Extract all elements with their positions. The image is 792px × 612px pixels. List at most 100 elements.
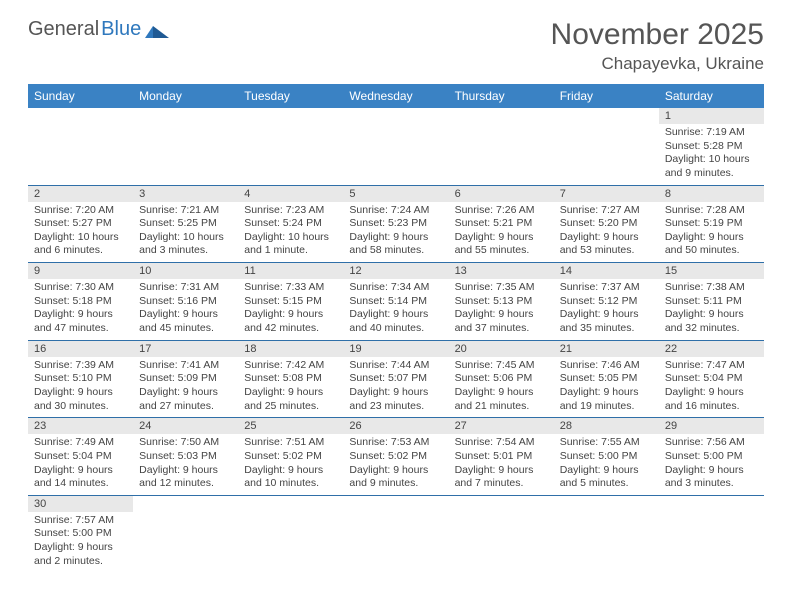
calendar-cell: 27Sunrise: 7:54 AMSunset: 5:01 PMDayligh… — [449, 418, 554, 496]
day-details: Sunrise: 7:50 AMSunset: 5:03 PMDaylight:… — [133, 434, 238, 495]
weekday-header: Tuesday — [238, 84, 343, 108]
calendar-cell: 16Sunrise: 7:39 AMSunset: 5:10 PMDayligh… — [28, 340, 133, 418]
calendar-cell — [238, 108, 343, 185]
calendar-cell: 15Sunrise: 7:38 AMSunset: 5:11 PMDayligh… — [659, 263, 764, 341]
calendar-cell — [343, 108, 448, 185]
weekday-header: Monday — [133, 84, 238, 108]
day-details: Sunrise: 7:33 AMSunset: 5:15 PMDaylight:… — [238, 279, 343, 340]
calendar-cell: 9Sunrise: 7:30 AMSunset: 5:18 PMDaylight… — [28, 263, 133, 341]
day-number: 23 — [28, 418, 133, 434]
day-number: 30 — [28, 496, 133, 512]
calendar-cell: 13Sunrise: 7:35 AMSunset: 5:13 PMDayligh… — [449, 263, 554, 341]
day-number: 24 — [133, 418, 238, 434]
day-number: 1 — [659, 108, 764, 124]
calendar-cell: 28Sunrise: 7:55 AMSunset: 5:00 PMDayligh… — [554, 418, 659, 496]
day-number: 15 — [659, 263, 764, 279]
weekday-header: Friday — [554, 84, 659, 108]
calendar: SundayMondayTuesdayWednesdayThursdayFrid… — [28, 84, 764, 572]
weekday-header: Thursday — [449, 84, 554, 108]
day-details: Sunrise: 7:30 AMSunset: 5:18 PMDaylight:… — [28, 279, 133, 340]
logo-text-2: Blue — [101, 18, 141, 41]
calendar-cell — [449, 108, 554, 185]
logo: GeneralBlue — [28, 18, 171, 41]
calendar-cell — [449, 495, 554, 572]
weekday-header: Wednesday — [343, 84, 448, 108]
day-number: 2 — [28, 186, 133, 202]
weekday-header: Sunday — [28, 84, 133, 108]
day-number: 8 — [659, 186, 764, 202]
calendar-cell: 11Sunrise: 7:33 AMSunset: 5:15 PMDayligh… — [238, 263, 343, 341]
day-number: 17 — [133, 341, 238, 357]
day-details: Sunrise: 7:26 AMSunset: 5:21 PMDaylight:… — [449, 202, 554, 263]
day-details: Sunrise: 7:19 AMSunset: 5:28 PMDaylight:… — [659, 124, 764, 185]
calendar-cell: 14Sunrise: 7:37 AMSunset: 5:12 PMDayligh… — [554, 263, 659, 341]
day-number: 7 — [554, 186, 659, 202]
calendar-cell: 18Sunrise: 7:42 AMSunset: 5:08 PMDayligh… — [238, 340, 343, 418]
calendar-cell — [133, 108, 238, 185]
weekday-row: SundayMondayTuesdayWednesdayThursdayFrid… — [28, 84, 764, 108]
day-number: 16 — [28, 341, 133, 357]
day-details: Sunrise: 7:57 AMSunset: 5:00 PMDaylight:… — [28, 512, 133, 573]
day-details: Sunrise: 7:24 AMSunset: 5:23 PMDaylight:… — [343, 202, 448, 263]
day-details: Sunrise: 7:53 AMSunset: 5:02 PMDaylight:… — [343, 434, 448, 495]
day-number: 22 — [659, 341, 764, 357]
calendar-row: 2Sunrise: 7:20 AMSunset: 5:27 PMDaylight… — [28, 185, 764, 263]
day-number: 29 — [659, 418, 764, 434]
day-number: 26 — [343, 418, 448, 434]
day-details: Sunrise: 7:31 AMSunset: 5:16 PMDaylight:… — [133, 279, 238, 340]
day-number: 12 — [343, 263, 448, 279]
calendar-cell: 23Sunrise: 7:49 AMSunset: 5:04 PMDayligh… — [28, 418, 133, 496]
day-details: Sunrise: 7:44 AMSunset: 5:07 PMDaylight:… — [343, 357, 448, 418]
calendar-cell: 12Sunrise: 7:34 AMSunset: 5:14 PMDayligh… — [343, 263, 448, 341]
weekday-header: Saturday — [659, 84, 764, 108]
calendar-cell: 4Sunrise: 7:23 AMSunset: 5:24 PMDaylight… — [238, 185, 343, 263]
calendar-cell: 30Sunrise: 7:57 AMSunset: 5:00 PMDayligh… — [28, 495, 133, 572]
day-details: Sunrise: 7:41 AMSunset: 5:09 PMDaylight:… — [133, 357, 238, 418]
logo-text-1: General — [28, 18, 99, 41]
day-details: Sunrise: 7:28 AMSunset: 5:19 PMDaylight:… — [659, 202, 764, 263]
calendar-cell: 17Sunrise: 7:41 AMSunset: 5:09 PMDayligh… — [133, 340, 238, 418]
day-details: Sunrise: 7:38 AMSunset: 5:11 PMDaylight:… — [659, 279, 764, 340]
calendar-row: 9Sunrise: 7:30 AMSunset: 5:18 PMDaylight… — [28, 263, 764, 341]
calendar-cell: 5Sunrise: 7:24 AMSunset: 5:23 PMDaylight… — [343, 185, 448, 263]
calendar-cell: 29Sunrise: 7:56 AMSunset: 5:00 PMDayligh… — [659, 418, 764, 496]
calendar-cell: 3Sunrise: 7:21 AMSunset: 5:25 PMDaylight… — [133, 185, 238, 263]
day-number: 10 — [133, 263, 238, 279]
day-number: 14 — [554, 263, 659, 279]
calendar-row: 16Sunrise: 7:39 AMSunset: 5:10 PMDayligh… — [28, 340, 764, 418]
title-block: November 2025 Chapayevka, Ukraine — [551, 18, 764, 74]
calendar-cell: 21Sunrise: 7:46 AMSunset: 5:05 PMDayligh… — [554, 340, 659, 418]
day-number: 11 — [238, 263, 343, 279]
calendar-cell — [238, 495, 343, 572]
calendar-row: 23Sunrise: 7:49 AMSunset: 5:04 PMDayligh… — [28, 418, 764, 496]
day-details: Sunrise: 7:46 AMSunset: 5:05 PMDaylight:… — [554, 357, 659, 418]
calendar-cell: 8Sunrise: 7:28 AMSunset: 5:19 PMDaylight… — [659, 185, 764, 263]
day-number: 21 — [554, 341, 659, 357]
calendar-cell — [133, 495, 238, 572]
calendar-cell: 2Sunrise: 7:20 AMSunset: 5:27 PMDaylight… — [28, 185, 133, 263]
calendar-cell: 1Sunrise: 7:19 AMSunset: 5:28 PMDaylight… — [659, 108, 764, 185]
day-details: Sunrise: 7:27 AMSunset: 5:20 PMDaylight:… — [554, 202, 659, 263]
day-details: Sunrise: 7:37 AMSunset: 5:12 PMDaylight:… — [554, 279, 659, 340]
day-details: Sunrise: 7:34 AMSunset: 5:14 PMDaylight:… — [343, 279, 448, 340]
calendar-cell — [554, 495, 659, 572]
month-title: November 2025 — [551, 18, 764, 52]
logo-icon — [145, 22, 171, 38]
day-number: 3 — [133, 186, 238, 202]
day-details: Sunrise: 7:21 AMSunset: 5:25 PMDaylight:… — [133, 202, 238, 263]
calendar-row: 30Sunrise: 7:57 AMSunset: 5:00 PMDayligh… — [28, 495, 764, 572]
day-number: 13 — [449, 263, 554, 279]
location: Chapayevka, Ukraine — [551, 54, 764, 74]
day-number: 28 — [554, 418, 659, 434]
day-number: 25 — [238, 418, 343, 434]
day-number: 9 — [28, 263, 133, 279]
calendar-cell: 26Sunrise: 7:53 AMSunset: 5:02 PMDayligh… — [343, 418, 448, 496]
calendar-cell — [28, 108, 133, 185]
day-details: Sunrise: 7:42 AMSunset: 5:08 PMDaylight:… — [238, 357, 343, 418]
day-details: Sunrise: 7:49 AMSunset: 5:04 PMDaylight:… — [28, 434, 133, 495]
calendar-cell — [343, 495, 448, 572]
day-details: Sunrise: 7:55 AMSunset: 5:00 PMDaylight:… — [554, 434, 659, 495]
calendar-cell: 24Sunrise: 7:50 AMSunset: 5:03 PMDayligh… — [133, 418, 238, 496]
day-number: 20 — [449, 341, 554, 357]
day-number: 18 — [238, 341, 343, 357]
